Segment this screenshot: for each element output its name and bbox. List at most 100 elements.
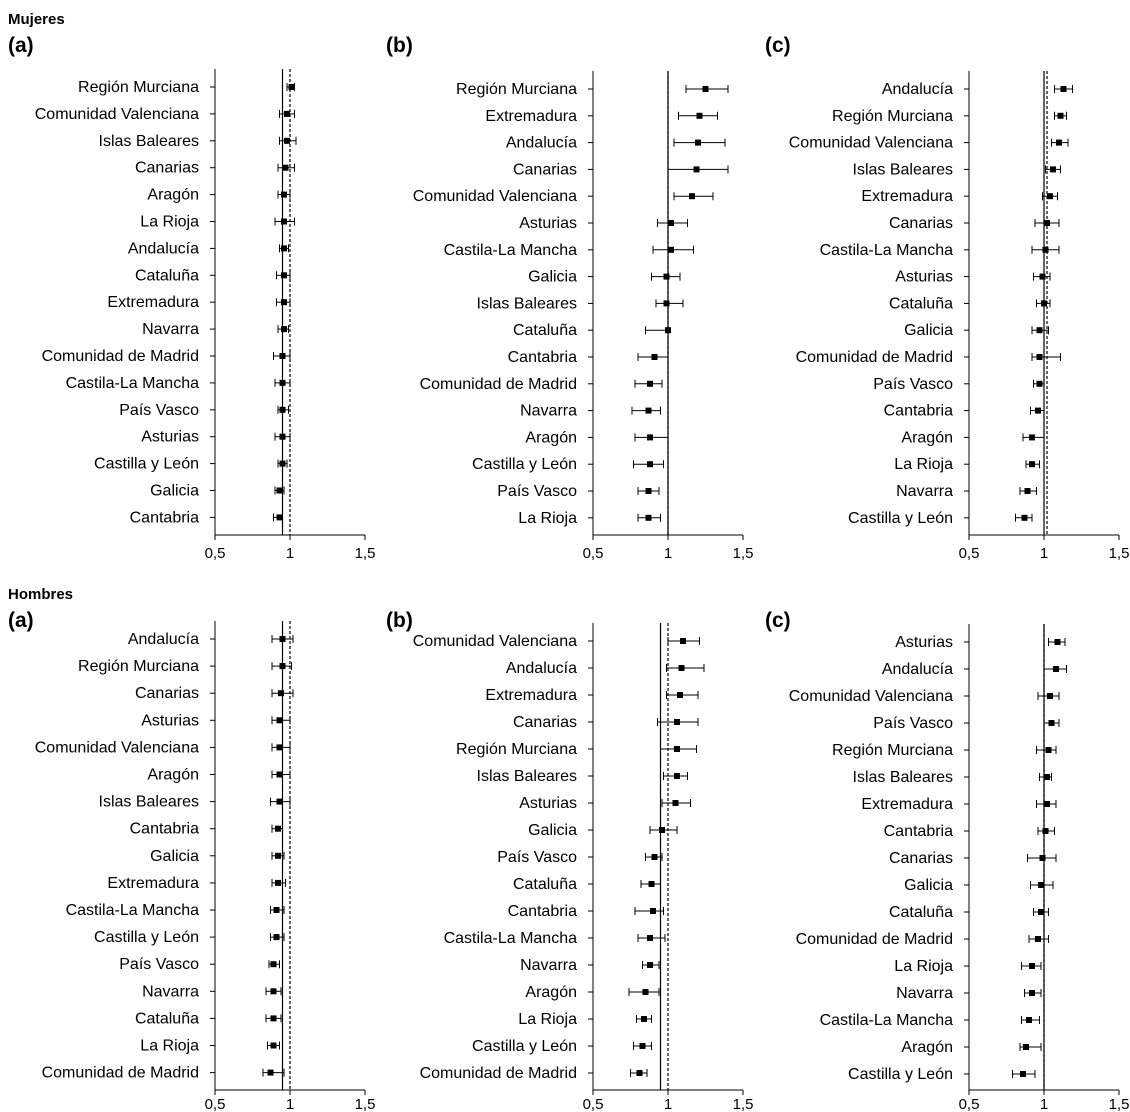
category-label: Islas Baleares [853, 161, 954, 178]
x-tick-label: 0,5 [205, 1096, 226, 1112]
x-tick-label: 0,5 [205, 545, 226, 562]
point-estimate [696, 112, 703, 119]
category-label: Extremadura [107, 294, 199, 311]
category-label: Cantabria [884, 823, 953, 840]
point-estimate [674, 746, 680, 752]
point-estimate [1048, 720, 1055, 726]
point-estimate [1038, 882, 1044, 888]
point-estimate [276, 744, 283, 751]
point-estimate [668, 220, 674, 226]
x-tick-label: 1 [1040, 1096, 1048, 1112]
category-label: Canarias [135, 685, 199, 702]
point-estimate [279, 460, 286, 467]
point-estimate [689, 193, 695, 200]
category-label: La Rioja [894, 456, 953, 473]
category-label: Aragón [525, 429, 577, 446]
point-estimate [1053, 666, 1059, 672]
category-label: Castila-La Mancha [444, 242, 578, 259]
point-estimate [668, 246, 674, 253]
category-label: Navarra [520, 957, 577, 974]
category-label: Castila-La Mancha [66, 375, 200, 392]
category-label: País Vasco [119, 402, 199, 419]
category-label: País Vasco [497, 849, 577, 866]
x-tick-label: 1,5 [733, 545, 754, 562]
category-label: País Vasco [873, 715, 953, 732]
category-label: País Vasco [119, 956, 199, 973]
point-estimate [279, 406, 286, 413]
category-label: Región Murciana [456, 81, 577, 98]
point-estimate [647, 962, 653, 968]
category-label: La Rioja [140, 1038, 199, 1055]
category-label: Andalucía [128, 240, 199, 257]
point-estimate [659, 827, 665, 833]
category-label: Aragón [525, 984, 577, 1001]
category-label: Aragón [147, 767, 199, 784]
category-label: Comunidad de Madrid [420, 1065, 577, 1082]
category-label: Comunidad Valenciana [413, 633, 577, 650]
category-label: Islas Baleares [477, 295, 578, 312]
category-label: Aragón [901, 1039, 953, 1056]
point-estimate [1026, 1017, 1032, 1023]
point-estimate [647, 434, 653, 441]
point-estimate [279, 353, 286, 359]
point-estimate [1056, 139, 1062, 146]
point-estimate [276, 514, 283, 521]
point-estimate [270, 961, 277, 968]
point-estimate [645, 488, 652, 494]
group-title-hombres: Hombres [8, 586, 73, 603]
category-label: Asturias [519, 795, 577, 812]
point-estimate [1044, 774, 1050, 780]
point-estimate [1039, 273, 1046, 280]
category-label: Canarias [513, 161, 577, 178]
category-label: Comunidad de Madrid [42, 1065, 199, 1082]
x-tick-label: 1 [286, 1096, 294, 1112]
x-tick-label: 1 [664, 545, 672, 562]
category-label: Comunidad Valenciana [35, 106, 199, 123]
x-tick-label: 0,5 [959, 545, 980, 562]
category-label: Canarias [135, 160, 199, 177]
category-label: Cataluña [135, 1010, 199, 1027]
panel-label: (a) [8, 609, 34, 632]
point-estimate [1045, 747, 1052, 753]
point-estimate [1038, 909, 1044, 915]
forest-panel-mujeres-b: (b) 0,5 1 1,5 Región Murciana Extremadura Anda… [386, 34, 753, 562]
point-estimate [273, 907, 280, 913]
point-estimate [288, 84, 295, 90]
point-estimate [1047, 693, 1053, 699]
point-estimate [1042, 246, 1049, 253]
point-estimate [279, 379, 286, 386]
category-label: Castilla y León [848, 1066, 953, 1083]
point-estimate [1023, 1044, 1029, 1050]
point-estimate [275, 825, 281, 832]
category-label: Comunidad Valenciana [789, 688, 953, 705]
category-label: Islas Baleares [99, 794, 200, 811]
x-tick-label: 1,5 [355, 545, 376, 562]
point-estimate [279, 636, 286, 642]
point-estimate [1029, 990, 1035, 996]
category-label: Cantabria [130, 509, 199, 526]
x-tick-label: 0,5 [583, 545, 604, 562]
point-estimate [270, 988, 277, 995]
category-label: País Vasco [873, 376, 953, 393]
point-estimate [636, 1070, 643, 1076]
point-estimate [665, 327, 671, 334]
category-label: Cataluña [889, 904, 953, 921]
point-estimate [281, 191, 287, 198]
point-estimate [1020, 1071, 1026, 1077]
point-estimate [1054, 639, 1061, 645]
category-label: Galicia [528, 269, 577, 286]
point-estimate [648, 881, 655, 887]
forest-panel-mujeres-c: (c) 0,5 1 1,5 Andalucía Región Murciana Comuni… [765, 34, 1129, 562]
category-label: Cantabria [508, 349, 577, 366]
category-label: Comunidad Valenciana [789, 135, 953, 152]
point-estimate [647, 461, 653, 468]
point-estimate [647, 380, 653, 387]
point-estimate [270, 1042, 277, 1049]
category-label: Navarra [896, 483, 953, 500]
point-estimate [639, 1043, 646, 1049]
category-label: Región Murciana [78, 79, 199, 96]
point-estimate [702, 86, 709, 92]
category-label: Región Murciana [832, 108, 953, 125]
point-estimate [693, 166, 700, 173]
